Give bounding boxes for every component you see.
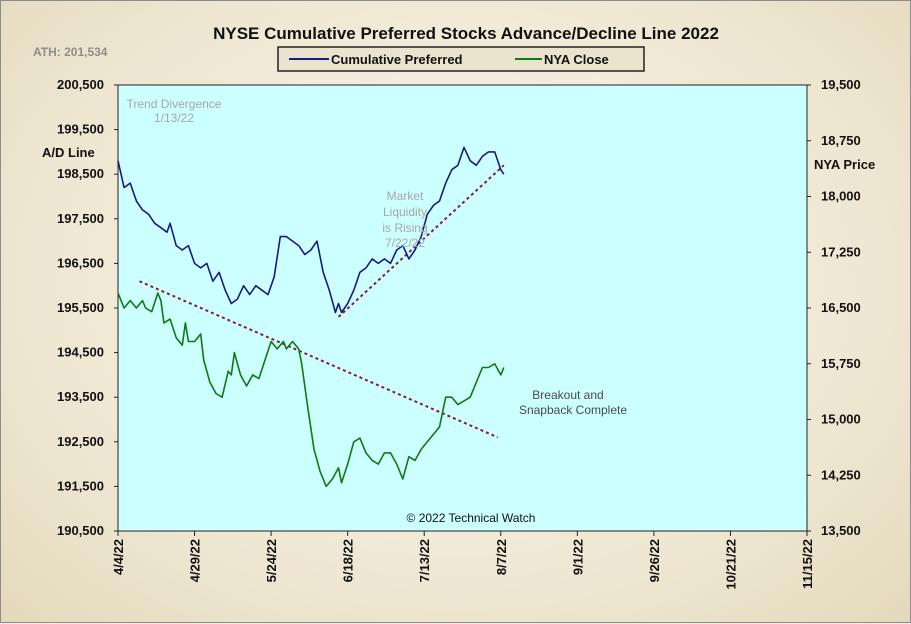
x-tick-label: 7/13/22 — [417, 539, 432, 582]
legend: Cumulative Preferred NYA Close — [277, 46, 645, 72]
left-tick-label: 193,500 — [57, 389, 104, 404]
series-line-cumulative-preferred — [117, 146, 505, 314]
annotation-trend-divergence: Trend Divergence — [127, 97, 222, 111]
x-tick-label: 4/29/22 — [188, 539, 203, 582]
ath-label: ATH: 201,534 — [33, 45, 108, 59]
annotation-is-rising: is Rising — [382, 221, 427, 235]
support-trendline — [337, 164, 505, 318]
resistance-trendline — [139, 280, 499, 439]
annotation-market: Market — [387, 189, 424, 203]
x-tick-label: 9/26/22 — [647, 539, 662, 582]
legend-box — [277, 46, 645, 72]
left-tick-label: 198,500 — [57, 166, 104, 181]
trendlines — [139, 164, 505, 439]
left-axis-label: A/D Line — [42, 145, 95, 160]
left-tick-label: 197,500 — [57, 211, 104, 226]
chart-title: NYSE Cumulative Preferred Stocks Advance… — [213, 24, 719, 43]
annotation-trend-divergence-date: 1/13/22 — [154, 111, 194, 125]
plot-area — [117, 84, 808, 532]
left-tick-label: 196,500 — [57, 255, 104, 270]
left-tick-label: 199,500 — [57, 122, 104, 137]
left-tick-label: 192,500 — [57, 434, 104, 449]
x-tick-label: 10/21/22 — [723, 539, 738, 590]
x-tick-label: 6/18/22 — [341, 539, 356, 582]
left-tick-label: 195,500 — [57, 300, 104, 315]
x-tick-label: 4/4/22 — [111, 539, 126, 575]
series-line-nya-close — [117, 292, 505, 488]
x-tick-label: 8/7/22 — [494, 539, 509, 575]
right-axis-label: NYA Price — [814, 157, 875, 172]
annotation-snapback: Snapback Complete — [519, 403, 627, 417]
annotation-breakout: Breakout and — [532, 388, 603, 402]
right-axis-ticks: 19,500 18,750 18,000 17,250 16,500 15,750 15,0… — [807, 77, 861, 538]
right-tick-label: 15,000 — [821, 412, 861, 427]
right-tick-label: 14,250 — [821, 467, 861, 482]
left-tick-label: 191,500 — [57, 478, 104, 493]
legend-label-cumulative-preferred: Cumulative Preferred — [331, 52, 463, 67]
left-tick-label: 190,500 — [57, 523, 104, 538]
left-axis-ticks: 200,500 199,500 198,500 197,500 196,500 195,5… — [57, 77, 118, 538]
x-tick-label: 11/15/22 — [800, 539, 815, 589]
series-lines — [117, 146, 505, 488]
right-tick-label: 15,750 — [821, 356, 861, 371]
right-tick-label: 17,250 — [821, 244, 861, 259]
right-tick-label: 13,500 — [821, 523, 861, 538]
annotation-liquidity: Liquidity — [383, 205, 427, 219]
legend-label-nya-close: NYA Close — [544, 52, 609, 67]
left-tick-label: 200,500 — [57, 77, 104, 92]
left-tick-label: 194,500 — [57, 345, 104, 360]
annotation-liquidity-date: 7/22/22 — [385, 236, 425, 250]
x-axis-ticks: 4/4/22 4/29/22 5/24/22 6/18/22 7/13/22 8/7/22… — [111, 531, 815, 590]
x-tick-label: 9/1/22 — [570, 539, 585, 575]
copyright-notice: © 2022 Technical Watch — [407, 511, 536, 525]
right-tick-label: 19,500 — [821, 77, 861, 92]
x-tick-label: 5/24/22 — [264, 539, 279, 582]
right-tick-label: 18,750 — [821, 133, 861, 148]
right-tick-label: 16,500 — [821, 300, 861, 315]
right-tick-label: 18,000 — [821, 189, 861, 204]
